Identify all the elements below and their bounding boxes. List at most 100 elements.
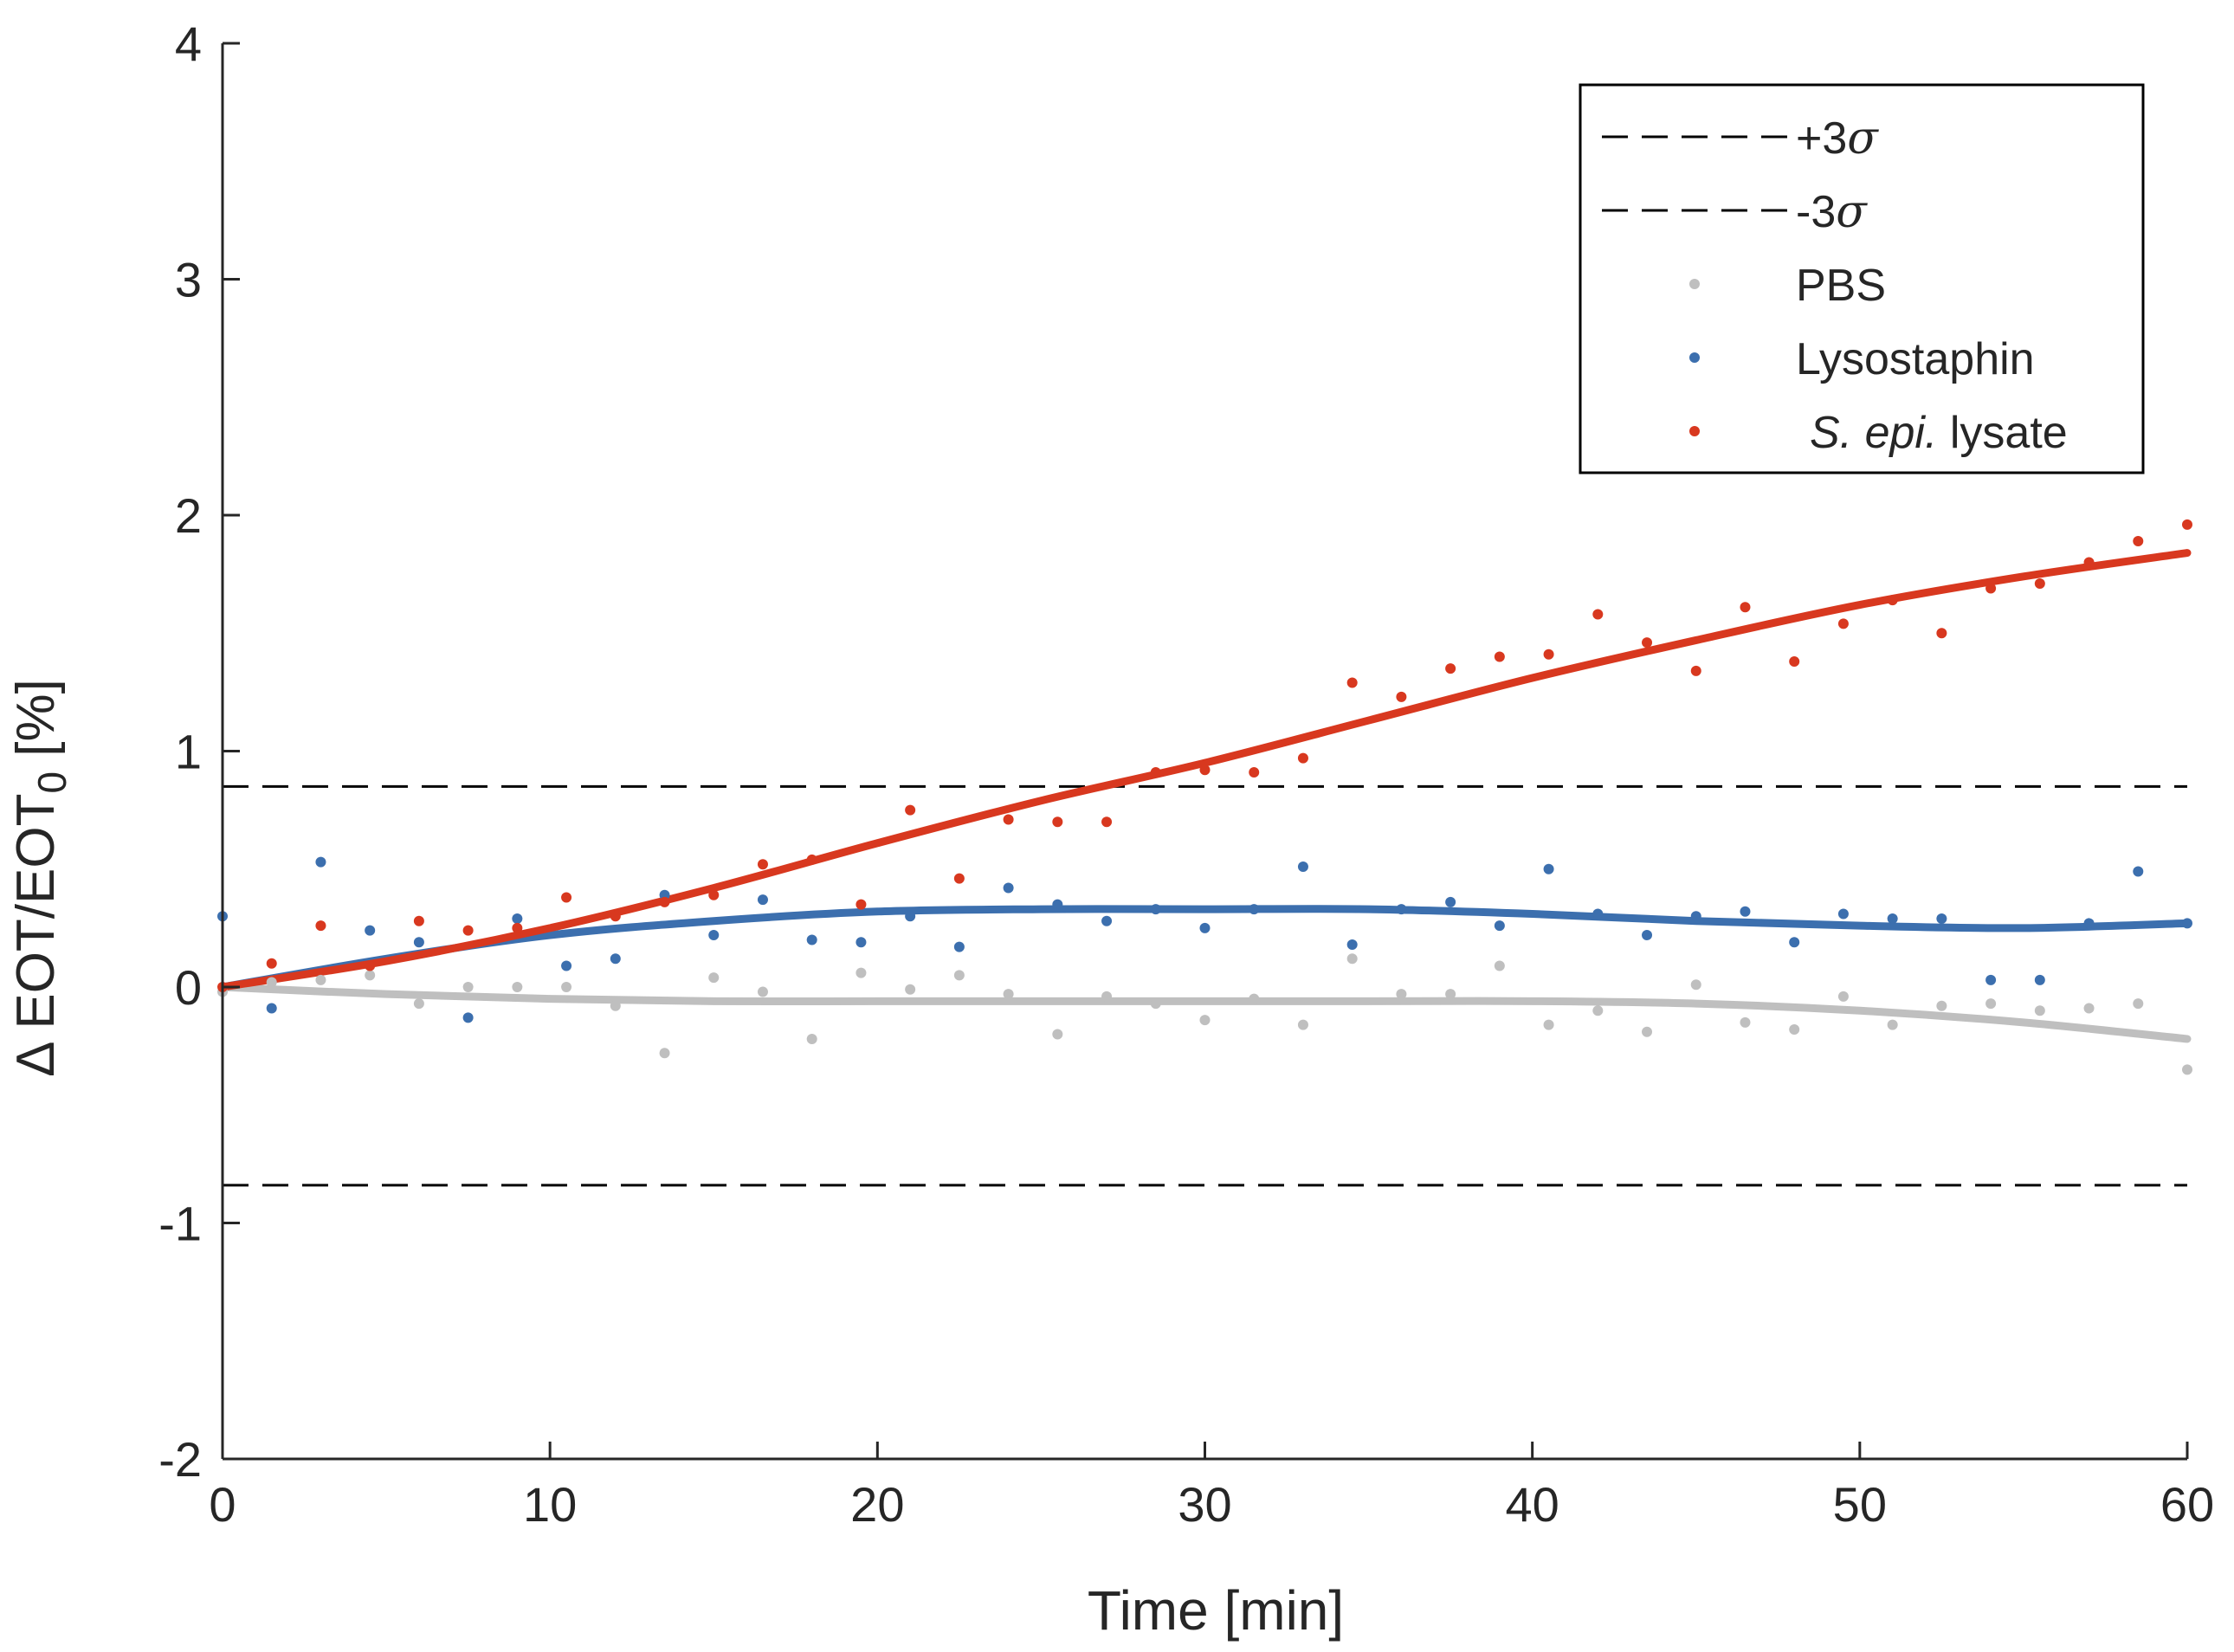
series-points-lysostaphin xyxy=(217,856,2192,1023)
y-tick-label: -1 xyxy=(158,1197,202,1251)
data-point-s-epi-lysate xyxy=(1101,816,1113,828)
legend-label-minus3sigma: -3σ xyxy=(1796,186,1868,238)
data-point-s-epi-lysate xyxy=(2083,557,2095,568)
y-axis-label: Δ EOT/EOT0 [%] xyxy=(6,679,74,1077)
data-point-s-epi-lysate xyxy=(561,892,572,903)
data-point-pbs xyxy=(708,972,720,984)
data-point-s-epi-lysate xyxy=(659,896,670,907)
legend-label-sepi-lysate: S. epi. lysate xyxy=(1810,408,2068,458)
data-point-pbs xyxy=(659,1048,670,1059)
data-point-s-epi-lysate xyxy=(708,889,720,900)
data-point-pbs xyxy=(1199,1015,1211,1026)
data-point-pbs xyxy=(1052,1029,1063,1040)
data-point-pbs xyxy=(1690,979,1701,991)
data-point-s-epi-lysate xyxy=(2133,535,2144,546)
data-point-s-epi-lysate xyxy=(1003,814,1014,825)
x-tick-label: 40 xyxy=(1506,1477,1559,1532)
data-point-lysostaphin xyxy=(1543,863,1554,874)
data-point-lysostaphin xyxy=(757,894,768,906)
data-point-pbs xyxy=(1887,1019,1898,1030)
data-point-pbs xyxy=(905,984,916,995)
data-point-s-epi-lysate xyxy=(1543,649,1554,660)
data-point-s-epi-lysate xyxy=(1396,691,1407,702)
data-point-pbs xyxy=(1346,953,1358,965)
data-point-pbs xyxy=(856,967,867,978)
data-point-pbs xyxy=(1101,991,1113,1002)
data-point-lysostaphin xyxy=(1396,904,1407,915)
data-point-lysostaphin xyxy=(1297,861,1308,873)
fit-line-s-epi-lysate xyxy=(218,549,2192,991)
data-point-pbs xyxy=(1985,998,1997,1010)
data-point-lysostaphin xyxy=(1445,896,1456,907)
y-tick-label: 4 xyxy=(175,16,202,71)
y-tick-label: 3 xyxy=(175,253,202,307)
series-points-pbs xyxy=(217,953,2192,1075)
data-point-lysostaphin xyxy=(1887,913,1898,924)
x-tick-label: 20 xyxy=(850,1477,904,1532)
x-tick-label: 30 xyxy=(1178,1477,1231,1532)
data-point-pbs xyxy=(561,982,572,992)
data-point-lysostaphin xyxy=(1101,915,1113,926)
legend-marker-sepi-lysate xyxy=(1689,426,1700,436)
data-point-lysostaphin xyxy=(413,937,424,948)
axes: 0 10 20 30 40 50 60 -2 -1 0 1 2 3 4 xyxy=(158,16,2214,1532)
data-point-pbs xyxy=(1445,989,1456,1000)
data-point-s-epi-lysate xyxy=(806,854,817,865)
data-point-s-epi-lysate xyxy=(1887,595,1898,606)
data-point-pbs xyxy=(266,977,277,988)
data-point-pbs xyxy=(2034,1005,2045,1016)
data-point-lysostaphin xyxy=(1936,913,1947,924)
plot-area xyxy=(217,519,2192,1187)
data-point-s-epi-lysate xyxy=(1690,665,1701,676)
data-point-lysostaphin xyxy=(2182,918,2192,929)
data-point-lysostaphin xyxy=(1003,882,1014,894)
data-point-lysostaphin xyxy=(1150,904,1161,915)
data-point-lysostaphin xyxy=(2034,974,2045,985)
data-point-s-epi-lysate xyxy=(2182,519,2192,530)
data-point-pbs xyxy=(1642,1026,1653,1037)
data-point-pbs xyxy=(512,982,523,992)
data-point-pbs xyxy=(413,998,424,1010)
data-point-lysostaphin xyxy=(1985,974,1997,985)
data-point-s-epi-lysate xyxy=(1249,767,1260,778)
data-point-pbs xyxy=(1543,1019,1554,1030)
data-point-pbs xyxy=(610,1000,621,1011)
data-point-lysostaphin xyxy=(708,930,720,941)
legend-label-plus3sigma: +3σ xyxy=(1796,113,1879,165)
legend: +3σ -3σ PBS Lysostaphin S. epi. lysate xyxy=(1579,83,2145,474)
data-point-lysostaphin xyxy=(1837,908,1849,920)
data-point-s-epi-lysate xyxy=(1150,767,1161,778)
data-point-lysostaphin xyxy=(1642,930,1653,941)
data-point-pbs xyxy=(1249,993,1260,1004)
legend-marker-pbs xyxy=(1689,279,1700,289)
data-point-pbs xyxy=(757,986,768,997)
data-point-pbs xyxy=(1003,989,1014,1000)
y-tick-label: 2 xyxy=(175,488,202,543)
data-point-pbs xyxy=(315,974,326,985)
fit-lines xyxy=(218,549,2192,1043)
data-point-s-epi-lysate xyxy=(413,915,424,926)
legend-label-pbs: PBS xyxy=(1796,261,1886,311)
data-point-lysostaphin xyxy=(856,937,867,948)
data-point-lysostaphin xyxy=(266,1003,277,1014)
data-point-lysostaphin xyxy=(1740,906,1751,917)
data-point-s-epi-lysate xyxy=(610,911,621,922)
data-point-pbs xyxy=(462,982,474,992)
data-point-pbs xyxy=(1936,1000,1947,1011)
data-point-pbs xyxy=(1150,998,1161,1010)
x-tick-label: 60 xyxy=(2160,1477,2214,1532)
data-point-s-epi-lysate xyxy=(1346,677,1358,688)
data-point-s-epi-lysate xyxy=(1642,637,1653,649)
data-point-pbs xyxy=(1396,989,1407,1000)
data-point-s-epi-lysate xyxy=(1985,583,1997,594)
data-point-lysostaphin xyxy=(610,953,621,965)
data-point-s-epi-lysate xyxy=(266,958,277,969)
data-point-lysostaphin xyxy=(1789,937,1800,948)
data-point-lysostaphin xyxy=(953,941,965,952)
y-tick-label: -2 xyxy=(158,1432,202,1487)
data-point-s-epi-lysate xyxy=(953,873,965,884)
data-point-s-epi-lysate xyxy=(856,899,867,910)
data-point-s-epi-lysate xyxy=(1445,663,1456,674)
data-point-lysostaphin xyxy=(1592,908,1604,920)
